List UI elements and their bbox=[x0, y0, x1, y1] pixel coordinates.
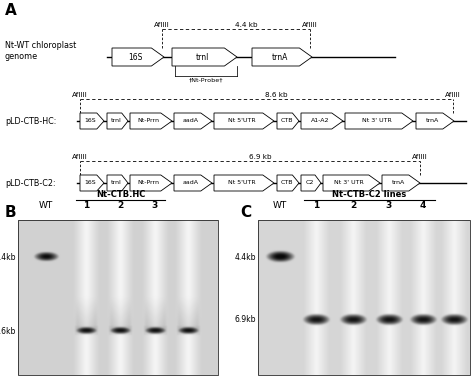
Text: AfIIII: AfIIII bbox=[72, 92, 88, 98]
Text: C: C bbox=[240, 205, 251, 220]
Text: CTB: CTB bbox=[281, 180, 293, 185]
Polygon shape bbox=[416, 113, 454, 129]
Polygon shape bbox=[107, 175, 128, 191]
Polygon shape bbox=[174, 175, 212, 191]
Text: 1: 1 bbox=[313, 201, 319, 210]
Text: trnA: trnA bbox=[426, 118, 439, 123]
Polygon shape bbox=[107, 113, 128, 129]
Text: 8.6 kb: 8.6 kb bbox=[265, 92, 288, 98]
Text: AfIIII: AfIIII bbox=[445, 92, 461, 98]
Text: Nt 3' UTR: Nt 3' UTR bbox=[362, 118, 392, 123]
Polygon shape bbox=[382, 175, 420, 191]
Text: trnI: trnI bbox=[111, 118, 122, 123]
Bar bbox=[18, 220, 218, 375]
Text: 8.6kb: 8.6kb bbox=[0, 326, 16, 336]
Polygon shape bbox=[323, 175, 380, 191]
Text: 3: 3 bbox=[152, 201, 158, 210]
Text: 6.9kb: 6.9kb bbox=[235, 316, 256, 324]
Text: 6.9 kb: 6.9 kb bbox=[249, 154, 271, 160]
Polygon shape bbox=[277, 113, 299, 129]
Text: Nt 5'UTR: Nt 5'UTR bbox=[228, 180, 255, 185]
Polygon shape bbox=[172, 48, 237, 66]
Text: trnA: trnA bbox=[271, 52, 288, 62]
Text: 4.4 kb: 4.4 kb bbox=[235, 22, 257, 28]
Text: Nt-CTB.HC: Nt-CTB.HC bbox=[96, 190, 145, 199]
Text: Nt-WT chloroplast
genome: Nt-WT chloroplast genome bbox=[5, 41, 76, 61]
Text: 16S: 16S bbox=[85, 118, 96, 123]
Polygon shape bbox=[277, 175, 299, 191]
Text: AfIIII: AfIIII bbox=[154, 22, 170, 28]
Polygon shape bbox=[174, 113, 212, 129]
Polygon shape bbox=[214, 113, 274, 129]
Polygon shape bbox=[301, 175, 321, 191]
Text: aadA: aadA bbox=[183, 180, 199, 185]
Text: pLD-CTB-C2:: pLD-CTB-C2: bbox=[5, 178, 55, 188]
Text: Nt-Prrn: Nt-Prrn bbox=[138, 118, 160, 123]
Text: A: A bbox=[5, 3, 17, 18]
Text: pLD-CTB-HC:: pLD-CTB-HC: bbox=[5, 116, 56, 126]
Text: CTB: CTB bbox=[281, 118, 293, 123]
Polygon shape bbox=[80, 175, 104, 191]
Text: 16S: 16S bbox=[85, 180, 96, 185]
Text: 1: 1 bbox=[83, 201, 89, 210]
Text: B: B bbox=[5, 205, 17, 220]
Text: Nt-CTB-C2 lines: Nt-CTB-C2 lines bbox=[332, 190, 407, 199]
Polygon shape bbox=[301, 113, 343, 129]
Polygon shape bbox=[80, 113, 104, 129]
Text: Nt 5'UTR: Nt 5'UTR bbox=[228, 118, 255, 123]
Text: WT: WT bbox=[273, 201, 287, 210]
Text: 4.4kb: 4.4kb bbox=[0, 252, 16, 262]
Text: †Nt-Probe†: †Nt-Probe† bbox=[189, 78, 223, 83]
Text: 4: 4 bbox=[420, 201, 426, 210]
Text: aadA: aadA bbox=[183, 118, 199, 123]
Text: 2: 2 bbox=[350, 201, 356, 210]
Text: C2: C2 bbox=[306, 180, 314, 185]
Text: WT: WT bbox=[39, 201, 53, 210]
Bar bbox=[258, 220, 470, 375]
Text: 16S: 16S bbox=[128, 52, 143, 62]
Text: AfIIII: AfIIII bbox=[72, 154, 88, 160]
Text: Nt 3' UTR: Nt 3' UTR bbox=[334, 180, 364, 185]
Polygon shape bbox=[345, 113, 413, 129]
Polygon shape bbox=[130, 113, 172, 129]
Polygon shape bbox=[130, 175, 172, 191]
Text: 2: 2 bbox=[117, 201, 123, 210]
Text: AfIIII: AfIIII bbox=[302, 22, 318, 28]
Polygon shape bbox=[252, 48, 312, 66]
Text: trnI: trnI bbox=[111, 180, 122, 185]
Text: Nt-Prrn: Nt-Prrn bbox=[138, 180, 160, 185]
Text: 4.4kb: 4.4kb bbox=[235, 252, 256, 262]
Text: A1-A2: A1-A2 bbox=[310, 118, 329, 123]
Text: trnI: trnI bbox=[195, 52, 209, 62]
Polygon shape bbox=[214, 175, 274, 191]
Polygon shape bbox=[112, 48, 164, 66]
Text: trnA: trnA bbox=[392, 180, 405, 185]
Text: 3: 3 bbox=[386, 201, 392, 210]
Text: AfIIII: AfIIII bbox=[412, 154, 428, 160]
